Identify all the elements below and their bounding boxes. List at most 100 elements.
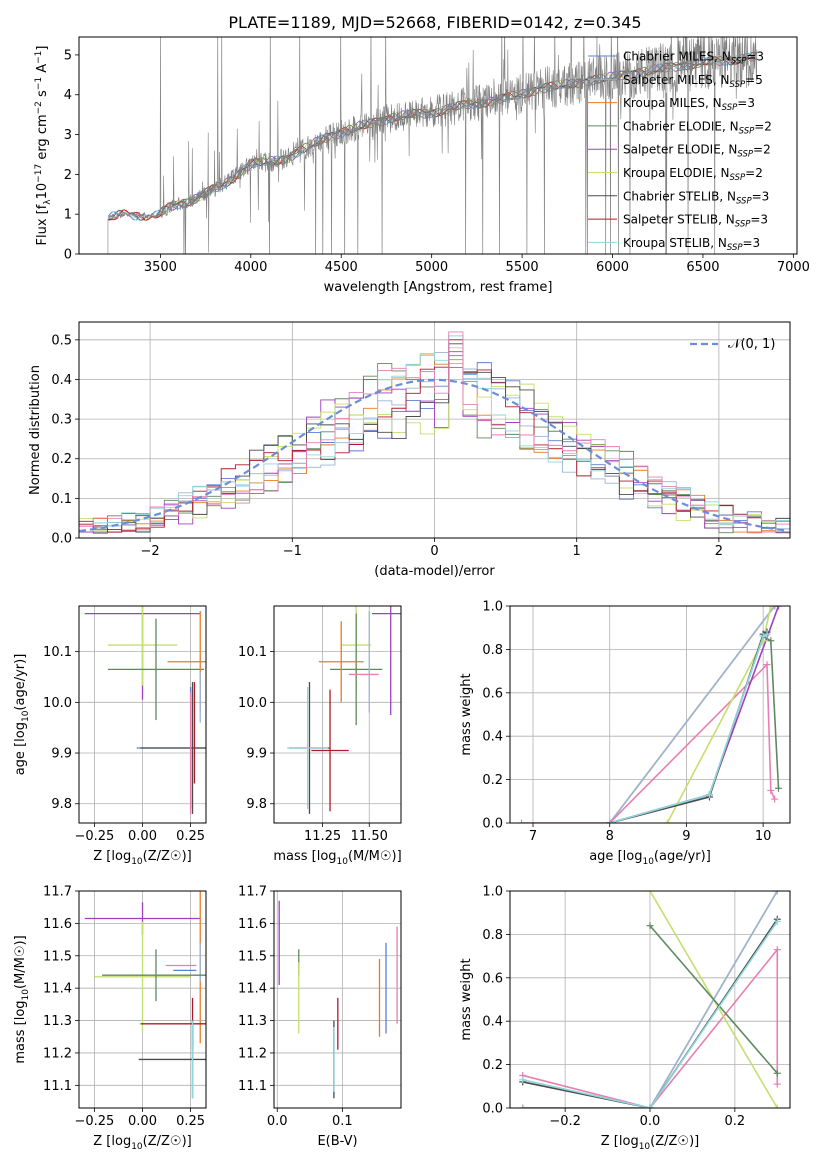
label-part: Z [log [93, 1134, 131, 1149]
x-tick-label: 7000 [777, 260, 810, 275]
label-part: 10 [131, 1142, 143, 1152]
y-tick-label: 0.3 [51, 413, 72, 428]
label-part: erg cm [35, 114, 50, 163]
legend-label-part: =3 [746, 50, 764, 64]
label-part: (age/yr)] [654, 849, 711, 864]
label-part: (M/M☉)] [348, 849, 402, 864]
y-tick-label: 5 [64, 48, 72, 63]
y-tick-label: 0.0 [482, 1102, 503, 1117]
label-part: −1 [34, 77, 44, 90]
label-part: λ [43, 199, 53, 205]
y-tick-label: 11.3 [43, 1014, 72, 1029]
legend-label-part: =3 [752, 189, 770, 203]
y-tick-label: 11.4 [238, 982, 267, 997]
y-axis-label: Flux [fλ10−17 erg cm−2 s−1 A−1] [34, 46, 53, 246]
y-tick-label: 2 [64, 168, 72, 183]
histogram-step [79, 343, 790, 533]
panel-age_vs_Z: −0.25 0.00 0.259.89.910.010.1Z [log10(Z/Z☉… [13, 605, 207, 867]
y-axis-label: mass weight [459, 958, 474, 1040]
legend-label: 𝒩(0, 1) [728, 337, 775, 352]
x-tick-label: 4000 [234, 260, 267, 275]
y-axis-label: Normed distribution [28, 365, 43, 495]
y-tick-label: 11.2 [43, 1046, 72, 1061]
y-tick-label: 0.6 [482, 686, 503, 701]
label-part: 10 [639, 1142, 651, 1152]
label-part: age [log [13, 722, 28, 775]
y-tick-label: 0.4 [482, 730, 503, 745]
y-tick-label: 0 [64, 248, 72, 263]
y-tick-label: 3 [64, 128, 72, 143]
legend-label-part: Kroupa STELIB, N [623, 236, 727, 250]
model-spectrum-line [107, 52, 758, 221]
weight-line [609, 606, 776, 823]
x-axis-label: wavelength [Angstrom, rest frame] [324, 280, 553, 295]
x-axis-label: age [log10(age/yr)] [589, 849, 711, 867]
x-tick-label: 5500 [506, 260, 539, 275]
y-tick-label: 11.4 [43, 982, 72, 997]
x-tick-label: 0.2 [725, 1114, 746, 1129]
x-tick-label: 0.25 [176, 829, 205, 844]
label-part: (M/M☉)] [13, 935, 28, 989]
y-tick-label: 0.0 [482, 817, 503, 832]
x-axis-label: Z [log10(Z/Z☉)] [93, 1134, 191, 1152]
y-tick-label: 0.0 [51, 532, 72, 547]
legend-label-part: SSP [739, 126, 755, 136]
x-tick-label: 0.25 [176, 1114, 205, 1129]
y-tick-label: 11.3 [238, 1014, 267, 1029]
x-tick-label: −2 [141, 544, 160, 559]
y-tick-label: 0.2 [482, 773, 503, 788]
histogram-step [79, 331, 790, 533]
label-part: 10 [21, 710, 31, 722]
data-spectrum-line [107, 37, 758, 254]
y-tick-label: 11.6 [43, 917, 72, 932]
legend-label-part: Kroupa ELODIE, N [623, 166, 730, 180]
y-tick-label: 11.5 [43, 949, 72, 964]
y-tick-label: 0.8 [482, 928, 503, 943]
histogram-step [79, 347, 790, 532]
label-part: −1 [34, 51, 44, 64]
x-axis-label: Z [log10(Z/Z☉)] [93, 849, 191, 867]
legend-label: Salpeter STELIB, NSSP=3 [623, 213, 768, 230]
y-tick-label: 0.4 [51, 373, 72, 388]
y-tick-label: 1.0 [482, 885, 503, 900]
legend-label-part: Chabrier STELIB, N [623, 189, 736, 203]
y-axis-label: mass [log10(M/M☉)] [13, 935, 31, 1063]
label-part: 10 [21, 989, 31, 1001]
x-tick-label: 10 [755, 829, 772, 844]
legend-label: Chabrier STELIB, NSSP=3 [623, 189, 769, 206]
x-tick-label: 0.1 [332, 1114, 353, 1129]
y-tick-label: 11.7 [43, 885, 72, 900]
x-tick-label: 7 [529, 829, 537, 844]
weight-line [609, 633, 768, 823]
legend-label-part: Salpeter ELODIE, N [623, 143, 737, 157]
x-tick-label: 3500 [144, 260, 177, 275]
normal-curve [79, 378, 788, 533]
label-part: Z [log [93, 849, 131, 864]
axes-frame [509, 605, 791, 824]
x-tick-label: −0.2 [549, 1114, 581, 1129]
y-tick-label: 10.0 [238, 696, 267, 711]
legend-label-part: SSP [731, 57, 747, 67]
label-part: (Z/Z☉)] [143, 1134, 192, 1149]
y-tick-label: 11.1 [43, 1079, 72, 1094]
legend-label-part: SSP [727, 243, 743, 253]
legend-label-part: SSP [736, 196, 752, 206]
legend-label-part: SSP [735, 220, 751, 230]
y-tick-label: 11.1 [238, 1079, 267, 1094]
plot-area [278, 900, 398, 1099]
legend-label-part: =2 [754, 119, 772, 133]
panel-massweight_vs_Z: −0.2 0.0 0.2 0.0 0.2 0.4 0.6 0.8 1.0 Z [log10(Z/Z… [459, 885, 791, 1152]
legend-label: Salpeter ELODIE, NSSP=2 [623, 143, 771, 160]
label-part: Z [log [601, 1134, 639, 1149]
x-axis-label: Z [log10(Z/Z☉)] [601, 1134, 699, 1152]
plot-area [84, 606, 206, 814]
x-tick-label: 11.25 [304, 829, 341, 844]
x-tick-label: 0 [430, 544, 438, 559]
weight-line [522, 891, 778, 1108]
label-part: ] [35, 46, 50, 51]
y-tick-label: 10.1 [43, 645, 72, 660]
label-part: (Z/Z☉)] [143, 849, 192, 864]
label-part: 10 [642, 857, 654, 867]
histogram-step [79, 335, 790, 527]
